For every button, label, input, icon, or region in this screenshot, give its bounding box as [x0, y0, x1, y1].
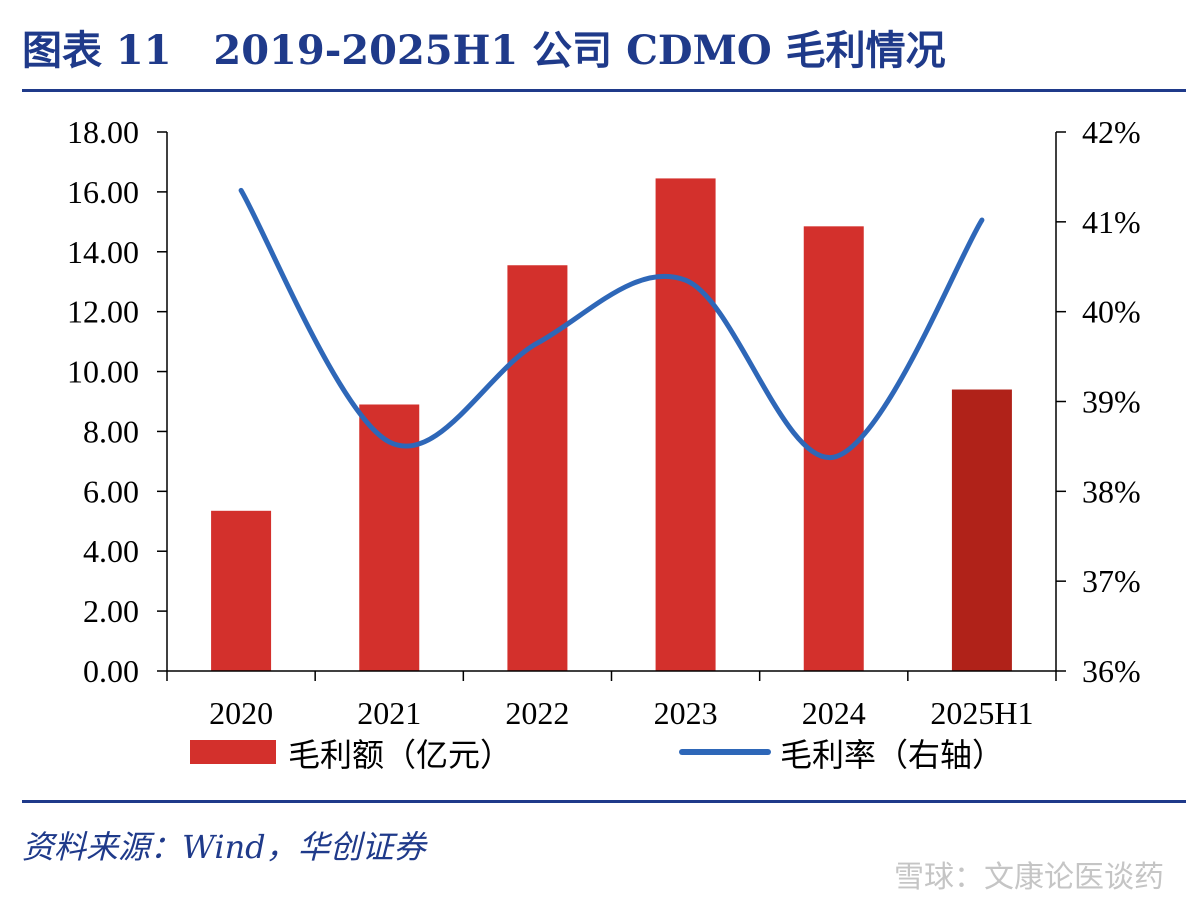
chart-title: 图表 11 2019-2025H1 公司 CDMO 毛利情况 [22, 27, 946, 74]
y-left-tick-label: 6.00 [83, 473, 139, 509]
bar-2023 [655, 178, 716, 672]
y-left-tick-label: 16.00 [67, 174, 139, 210]
title-divider [22, 89, 1186, 92]
legend-bar-label: 毛利额（亿元） [288, 736, 512, 774]
y-left-tick-label: 12.00 [67, 294, 139, 330]
y-left-tick-label: 0.00 [83, 653, 139, 689]
y-left-tick-label: 8.00 [83, 413, 139, 449]
y-right-tick-label: 37% [1082, 563, 1141, 599]
y-right-tick-label: 38% [1082, 473, 1141, 509]
x-tick-label: 2022 [505, 695, 569, 731]
x-tick-label: 2020 [209, 695, 273, 731]
x-tick-label: 2023 [654, 695, 718, 731]
y-left-tick-label: 4.00 [83, 533, 139, 569]
x-tick-label: 2024 [802, 695, 866, 731]
bar-2020 [211, 510, 272, 671]
bar-2025H1 [951, 389, 1012, 671]
footer-divider [22, 800, 1186, 803]
x-tick-label: 2021 [357, 695, 421, 731]
y-right-tick-label: 41% [1082, 204, 1141, 240]
y-right-tick-label: 39% [1082, 384, 1141, 420]
source-note: 资料来源：Wind，华创证券 [22, 828, 426, 866]
y-right-tick-label: 42% [1082, 114, 1141, 150]
legend-line-label: 毛利率（右轴） [780, 736, 1004, 774]
bar-2024 [803, 226, 864, 671]
x-tick-label: 2025H1 [930, 695, 1033, 731]
y-right-tick-label: 40% [1082, 294, 1141, 330]
watermark: 雪球：文康论医谈药 [894, 860, 1164, 895]
bar-2021 [359, 404, 420, 671]
y-left-tick-label: 14.00 [67, 234, 139, 270]
line-margin-rate [238, 187, 985, 460]
bar-2022 [507, 265, 568, 671]
y-left-tick-label: 18.00 [67, 114, 139, 150]
y-left-tick-label: 2.00 [83, 593, 139, 629]
y-right-tick-label: 36% [1082, 653, 1141, 689]
combo-chart: 0.00 2.00 4.00 6.00 8.00 10.00 12.00 14.00 16.00… [67, 114, 1141, 774]
y-left-tick-label: 10.00 [67, 354, 139, 390]
legend-bar-swatch [190, 740, 276, 764]
